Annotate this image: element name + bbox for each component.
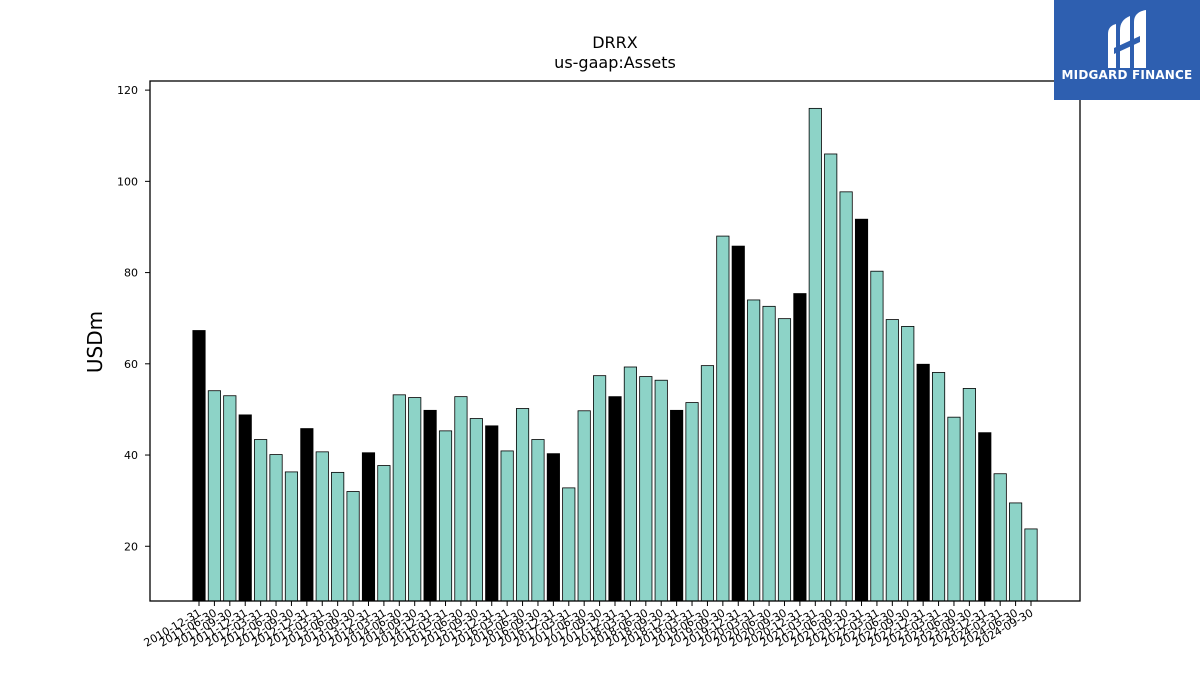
bar-2022-06-30 — [885, 319, 899, 602]
bar-2024-06-30 — [1009, 502, 1023, 602]
bar-2018-03-31 — [623, 366, 637, 602]
bar-2023-12-31 — [978, 432, 992, 602]
bar-2018-06-30 — [639, 376, 653, 602]
bar-2019-06-30 — [700, 365, 715, 602]
bar-2020-12-31 — [793, 293, 807, 602]
bar-2012-03-31 — [254, 439, 268, 602]
bar-2019-09-30 — [716, 235, 730, 602]
bar-2011-09-30 — [223, 395, 237, 602]
plot-frame — [149, 80, 1081, 602]
bar-2016-03-31 — [500, 450, 514, 602]
bar-2021-12-31 — [854, 218, 869, 602]
bar-2014-03-31 — [377, 465, 391, 602]
brand-name: MIDGARD FINANCE — [1061, 68, 1193, 82]
bar-2022-09-30 — [901, 325, 915, 602]
bar-2013-03-31 — [315, 451, 329, 602]
y-axis-ticks: 20 40 60 80 100 120 — [117, 84, 150, 553]
bar-2017-12-31 — [608, 396, 622, 602]
bar-2015-12-31 — [485, 425, 499, 602]
y-tick-label: 80 — [124, 267, 138, 280]
bar-2012-12-31 — [300, 428, 314, 602]
bar-2019-03-31 — [685, 402, 699, 602]
bar-2021-09-30 — [839, 191, 853, 602]
bar-2020-03-31 — [747, 299, 761, 602]
bar-2015-06-30 — [454, 396, 468, 602]
bar-2014-06-30 — [392, 394, 406, 602]
y-axis-label: USDm — [83, 311, 107, 373]
bar-2021-06-30 — [824, 153, 838, 602]
chart-title: DRRX — [592, 33, 638, 52]
brand-logo: MIDGARD FINANCE — [1054, 0, 1200, 100]
bar-2017-06-30 — [577, 410, 591, 602]
bar-2014-09-30 — [408, 397, 422, 602]
bar-2013-09-30 — [346, 491, 360, 602]
bar-2016-06-30 — [515, 408, 530, 602]
bar-2019-12-31 — [731, 245, 745, 602]
y-tick-label: 20 — [124, 540, 138, 553]
bar-2013-12-31 — [361, 452, 376, 602]
bar-2012-09-30 — [284, 471, 299, 602]
bar-2020-06-30 — [762, 305, 776, 602]
bar-2020-09-30 — [777, 318, 792, 602]
bar-2022-12-31 — [916, 363, 930, 602]
y-tick-label: 60 — [124, 358, 138, 371]
bar-2016-12-31 — [546, 453, 560, 602]
bar-2018-09-30 — [654, 379, 668, 602]
bar-2015-03-31 — [438, 430, 453, 602]
chart-subtitle: us-gaap:Assets — [554, 53, 676, 72]
bar-2023-09-30 — [962, 388, 976, 602]
bar-2015-09-30 — [469, 418, 483, 602]
bar-2022-03-31 — [870, 270, 884, 602]
bar-2024-03-31 — [993, 473, 1007, 602]
x-axis-ticks: 2010-12-312011-06-302011-09-302011-12-31… — [142, 601, 1036, 650]
bar-2018-12-31 — [670, 409, 684, 602]
bar-2013-06-30 — [331, 471, 345, 602]
bar-2024-09-30 — [1024, 528, 1038, 602]
y-tick-label: 100 — [117, 175, 138, 188]
bar-2021-03-31 — [808, 107, 822, 602]
bar-2023-03-31 — [931, 372, 946, 602]
bar-2014-12-31 — [423, 409, 437, 602]
y-tick-label: 40 — [124, 449, 138, 462]
bar-2010-12-31 — [192, 330, 206, 602]
y-tick-label: 120 — [117, 84, 138, 97]
bar-2017-03-31 — [562, 487, 576, 602]
midgard-logo-icon — [1108, 10, 1146, 68]
bar-2023-06-30 — [947, 416, 961, 602]
bar-2017-09-30 — [593, 375, 607, 602]
bar-2011-06-30 — [207, 390, 221, 602]
bar-2012-06-30 — [269, 454, 283, 602]
bar-2016-09-30 — [531, 439, 545, 602]
bars-group — [192, 107, 1038, 602]
bar-2011-12-31 — [238, 414, 252, 602]
